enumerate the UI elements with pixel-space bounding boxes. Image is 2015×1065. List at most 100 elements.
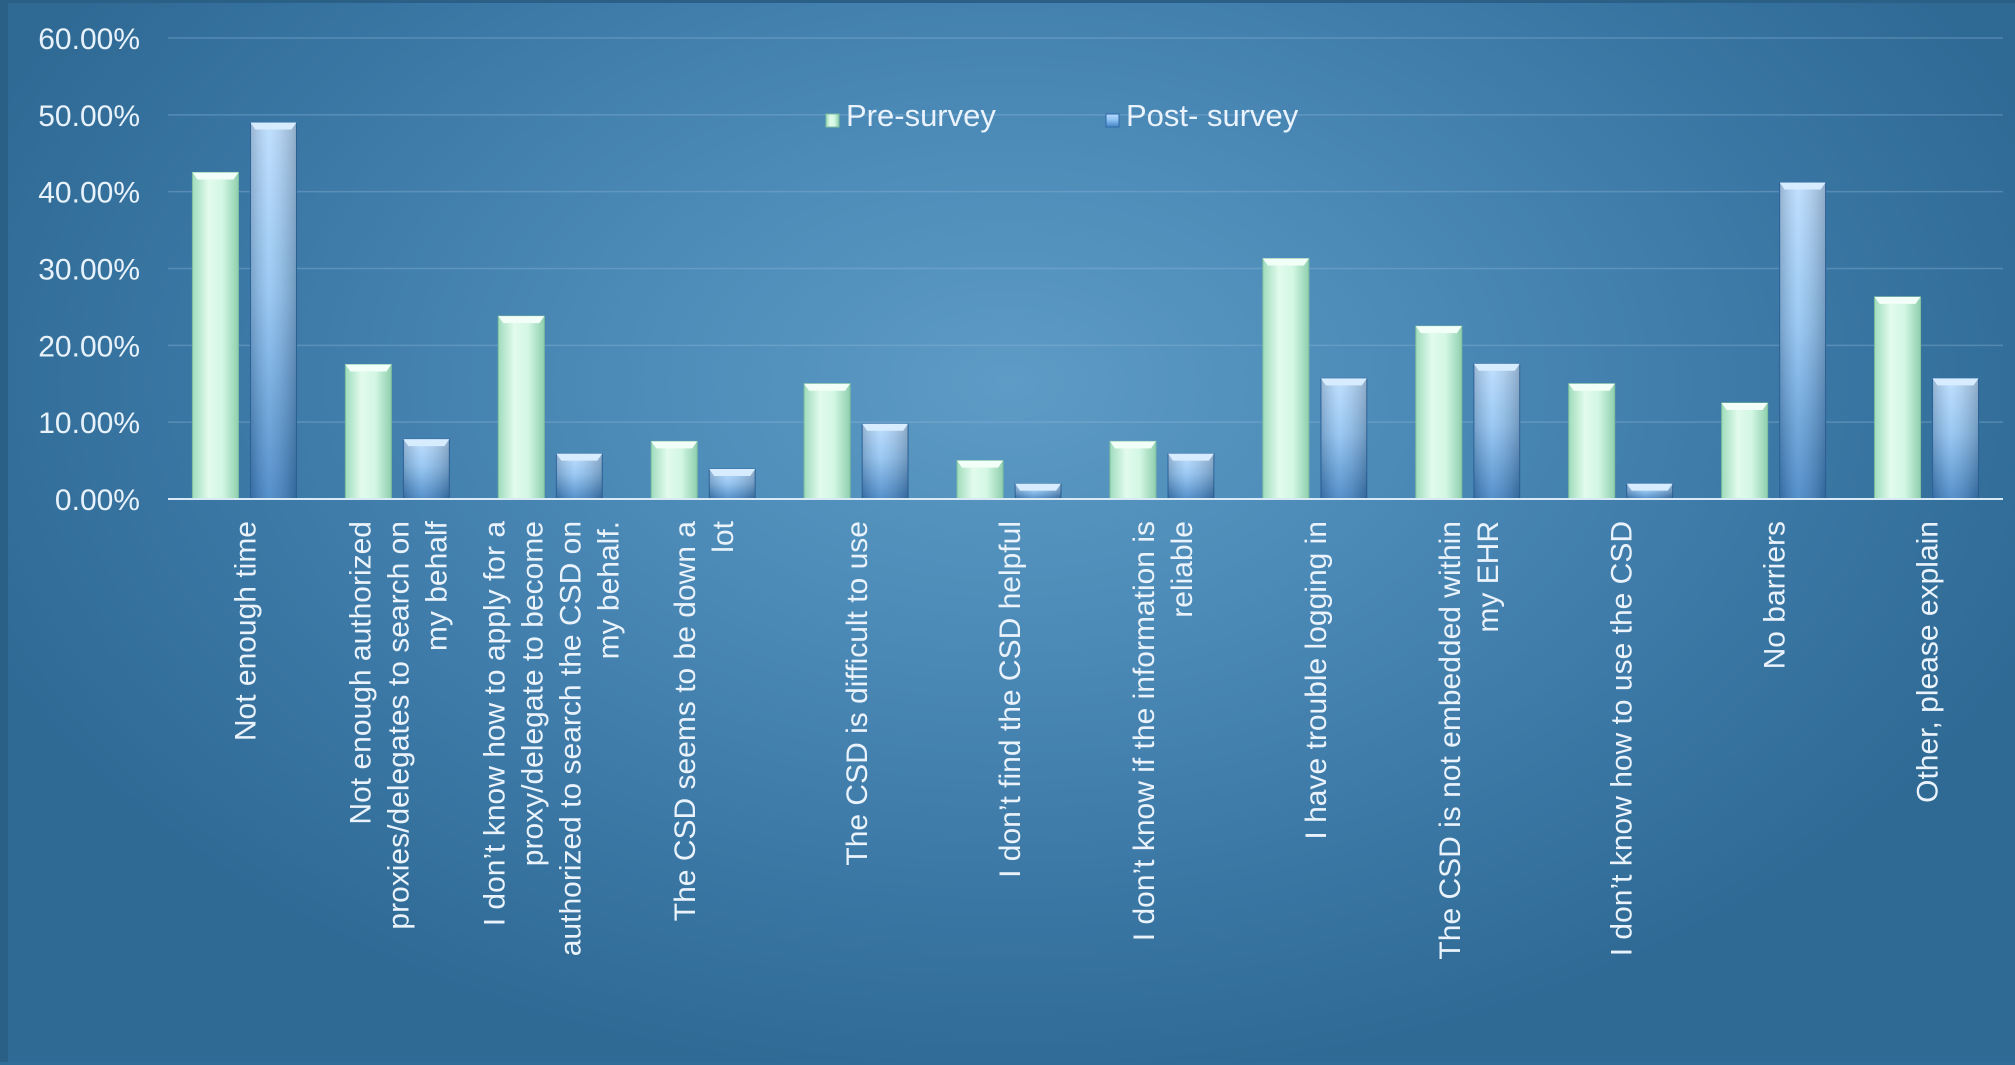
x-category-label-line: authorized to search the CSD on — [554, 521, 587, 956]
y-tick-label: 0.00% — [55, 484, 140, 517]
bar-cap — [1874, 296, 1921, 304]
bar-body — [1262, 258, 1310, 500]
x-category-label-line: I don’t know if the information is — [1128, 521, 1161, 941]
bar-cap — [1626, 483, 1673, 491]
bar-cap — [1473, 363, 1520, 371]
bar-pre-survey — [1874, 296, 1922, 500]
y-axis-tick-labels: 0.00% 10.00% 20.00% 30.00% 40.00% 50.00% 60.00… — [38, 23, 140, 517]
x-category-label-line: my behalf — [420, 520, 453, 651]
bar-body — [344, 364, 392, 500]
bar-post-survey — [402, 438, 450, 500]
x-category-label: I don’t find the CSD helpful — [994, 521, 1027, 878]
x-category-label: I don’t know how to apply for a proxy/del… — [478, 521, 625, 957]
bar-body — [650, 440, 698, 500]
bar-cap — [709, 469, 756, 477]
y-tick-label: 30.00% — [38, 254, 140, 287]
x-category-label: No barriers — [1759, 521, 1792, 669]
bar-cap — [345, 364, 392, 372]
bar-body — [803, 383, 851, 500]
x-category-label: I don’t know if the information is reliab… — [1128, 521, 1199, 941]
x-category-label-line: proxies/delegates to search on — [382, 521, 415, 930]
bar-pre-survey — [1415, 325, 1463, 500]
bar-body — [1415, 325, 1463, 500]
x-category-label-line: The CSD is difficult to use — [841, 521, 874, 866]
bar-post-survey — [1626, 483, 1674, 500]
bar-cap — [556, 453, 603, 461]
bar-pre-survey — [1568, 383, 1616, 500]
legend: Pre-survey Post- survey — [825, 98, 1299, 133]
x-category-label-line: The CSD is not embedded within — [1434, 521, 1467, 960]
legend-swatch-post-survey — [1105, 113, 1120, 128]
bar-cap — [1568, 383, 1615, 391]
x-category-label-line: Not enough time — [229, 521, 262, 741]
legend-item-post-survey: Post- survey — [1105, 98, 1299, 133]
bar-cap — [498, 316, 545, 324]
bar-post-survey — [1473, 363, 1521, 500]
x-category-label-line: Other, please explain — [1912, 521, 1945, 803]
x-category-label-line: proxy/delegate to become — [516, 521, 549, 866]
bar-cap — [862, 423, 909, 431]
legend-label-post-survey: Post- survey — [1126, 98, 1299, 133]
bar-shading — [403, 439, 450, 499]
bar-pre-survey — [956, 460, 1004, 500]
bar-cap — [403, 439, 450, 447]
bar-post-survey — [861, 423, 909, 500]
bar-shading — [1167, 453, 1214, 499]
bar-cap — [1320, 378, 1367, 386]
bar-cap — [957, 460, 1004, 468]
bar-pre-survey — [1721, 402, 1769, 500]
bar-cap — [250, 122, 297, 130]
x-category-label-line: I don’t know how to use the CSD — [1606, 521, 1639, 956]
y-tick-label: 50.00% — [38, 100, 140, 133]
bar-pre-survey — [191, 171, 239, 500]
gridlines — [168, 37, 2003, 423]
bar-body — [1874, 296, 1922, 500]
bar-cap — [1779, 182, 1826, 190]
bar-shading — [556, 453, 603, 499]
bar-post-survey — [708, 468, 756, 500]
bar-post-survey — [1320, 377, 1368, 500]
bar-body — [1109, 440, 1157, 500]
bars — [191, 122, 1980, 500]
x-category-label: The CSD seems to be down a lot — [669, 520, 740, 921]
bar-shading — [1779, 182, 1826, 500]
bar-shading — [250, 122, 297, 500]
bar-shading — [1473, 363, 1520, 499]
bar-cap — [1262, 258, 1309, 266]
legend-label-pre-survey: Pre-survey — [846, 98, 996, 133]
bar-cap — [1109, 441, 1156, 449]
bar-shading — [862, 423, 909, 499]
bar-pre-survey — [1262, 258, 1310, 500]
bar-pre-survey — [1109, 440, 1157, 500]
bar-shading — [1932, 378, 1979, 499]
x-category-label-line: I have trouble logging in — [1300, 521, 1333, 840]
bar-cap — [651, 441, 698, 449]
bar-post-survey — [249, 122, 297, 500]
bar-post-survey — [1932, 377, 1980, 500]
x-category-label: I have trouble logging in — [1300, 521, 1333, 840]
y-tick-label: 10.00% — [38, 407, 140, 440]
bar-body — [191, 171, 239, 500]
x-category-label: Not enough time — [229, 521, 262, 741]
x-category-label: The CSD is difficult to use — [841, 521, 874, 866]
y-tick-label: 40.00% — [38, 177, 140, 210]
legend-item-pre-survey: Pre-survey — [825, 98, 996, 133]
bar-cap — [1721, 402, 1768, 410]
legend-swatch-pre-survey — [825, 113, 840, 128]
bar-cap — [1415, 326, 1462, 334]
bar-body — [1568, 383, 1616, 500]
bar-body — [1721, 402, 1769, 500]
x-category-label: I don’t know how to use the CSD — [1606, 521, 1639, 956]
bar-post-survey — [555, 453, 603, 500]
bar-cap — [1167, 453, 1214, 461]
x-category-label-line: No barriers — [1759, 521, 1792, 669]
y-tick-label: 20.00% — [38, 330, 140, 363]
bar-post-survey — [1167, 453, 1215, 500]
x-category-label-line: my EHR — [1472, 521, 1505, 633]
x-category-label-line: I don’t know how to apply for a — [478, 521, 511, 927]
bar-cap — [1932, 378, 1979, 386]
bar-pre-survey — [497, 315, 545, 500]
bar-cap — [1015, 483, 1062, 491]
x-category-label-line: reliable — [1166, 521, 1199, 618]
